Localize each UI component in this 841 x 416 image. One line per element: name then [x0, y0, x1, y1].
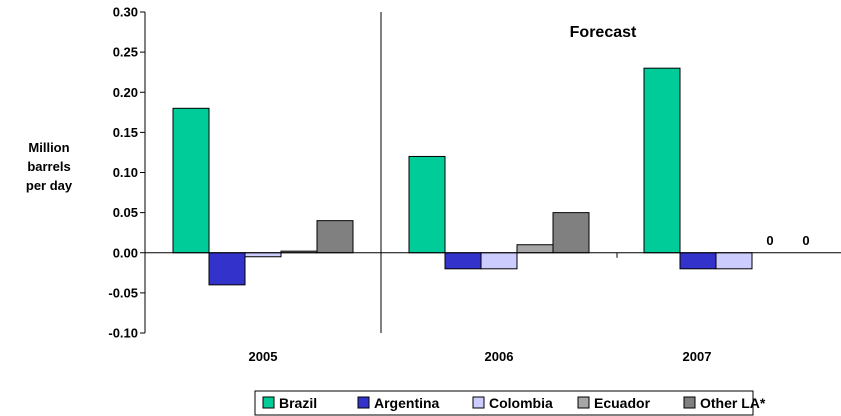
bar-brazil-2007	[643, 67, 681, 254]
axes-group	[140, 11, 841, 334]
legend-label: Brazil	[279, 395, 317, 411]
legend-label: Other LA*	[700, 395, 766, 411]
y-tick-label: 0.30	[113, 5, 138, 20]
y-tick-label: 0.05	[113, 205, 138, 220]
y-tick-label: -0.10	[108, 326, 138, 341]
bar-colombia-2006	[480, 252, 518, 270]
data-label: 0	[802, 233, 809, 248]
legend-label: Ecuador	[594, 395, 651, 411]
y-axis-label-line: Million	[28, 140, 69, 155]
x-tick-label: 2006	[485, 349, 514, 364]
legend-box	[254, 390, 754, 416]
forecast-annotation: Forecast	[570, 24, 637, 41]
legend-swatch	[577, 396, 590, 409]
x-tick-label: 2005	[249, 349, 278, 364]
y-tick-label: 0.20	[113, 85, 138, 100]
data-label: 0	[766, 233, 773, 248]
y-axis-label-line: per day	[26, 178, 73, 193]
bar-brazil-2005	[172, 107, 210, 254]
y-tick-label: 0.15	[113, 125, 138, 140]
bar-colombia-2005	[244, 252, 282, 258]
bar-argentina-2007	[679, 252, 717, 270]
legend-label: Colombia	[489, 395, 553, 411]
bar-ecuador-2006	[516, 244, 554, 254]
y-tick-label: -0.05	[108, 285, 138, 300]
y-tick-label: 0.25	[113, 45, 138, 60]
labels-group: 0.30 0.25 0.20 0.15 0.10 0.05 0.00 -0.05 -0.10 20…	[108, 5, 809, 365]
y-tick-label: 0.10	[113, 165, 138, 180]
bar-argentina-2006	[444, 252, 482, 270]
y-axis-label-line: barrels	[27, 159, 70, 174]
bar-other-la-2006	[552, 212, 590, 254]
bar-brazil-2006	[408, 155, 446, 254]
bar-colombia-2007	[715, 252, 753, 270]
y-axis-label: Million barrels per day	[26, 140, 73, 193]
x-tick-label: 2007	[683, 349, 712, 364]
legend-swatch	[472, 396, 485, 409]
legend-swatch	[357, 396, 370, 409]
legend-swatch	[683, 396, 696, 409]
bar-other-la-2005	[316, 220, 354, 254]
y-tick-label: 0.00	[113, 245, 138, 260]
bar-argentina-2005	[208, 252, 246, 286]
legend-label: Argentina	[374, 395, 440, 411]
legend-swatch	[262, 396, 275, 409]
legend: Brazil Argentina Colombia Ecuador Other LA*	[254, 390, 766, 416]
